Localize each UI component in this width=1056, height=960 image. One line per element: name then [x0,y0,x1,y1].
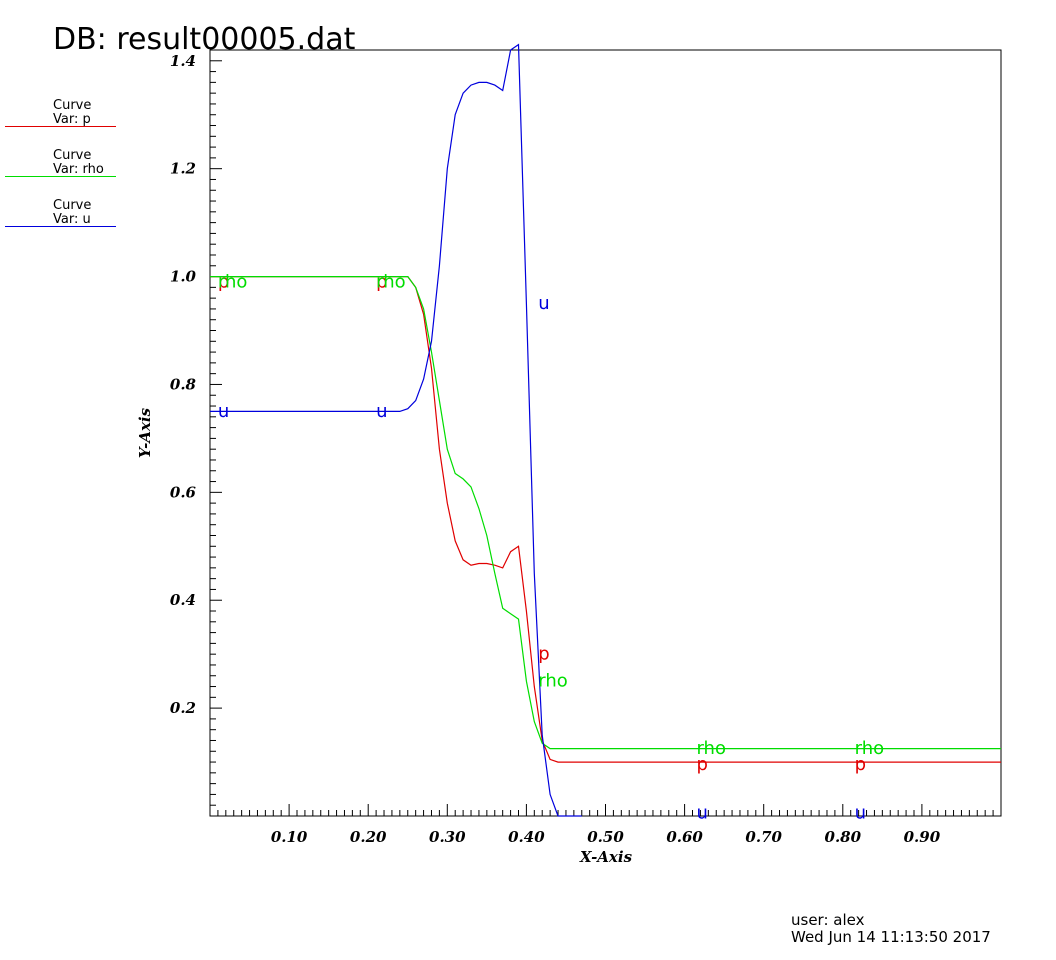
x-tick-label: 0.90 [904,828,941,846]
y-tick-label: 1.0 [170,268,197,286]
curve-label-rho: rho [218,271,248,292]
y-tick-label: 0.2 [170,699,196,717]
y-tick-label: 1.4 [170,52,196,70]
legend-entry-p: Curve Var: p [5,98,116,130]
curve-label-u: u [696,803,707,824]
curve-label-p: p [696,754,707,775]
curve-label-p: p [218,271,229,292]
series-line-p [210,276,1001,763]
footer-user: user: alex [791,911,865,929]
y-tick-label: 0.6 [170,483,197,501]
series-layer [210,43,1001,817]
y-axis-title: Y-Axis [136,407,154,458]
curve-label-u: u [855,803,866,824]
database-title: DB: result00005.dat [53,22,356,57]
legend-swatch-p [5,126,116,127]
curve-label-u: u [218,401,229,422]
legend-var-label: Var: p [53,112,91,127]
footer-date: Wed Jun 14 11:13:50 2017 [791,928,991,946]
legend-entry-u: Curve Var: u [5,198,116,230]
x-axis-title: X-Axis [579,848,633,866]
curve-label-u: u [376,401,387,422]
y-tick-label: 1.2 [170,160,196,178]
curve-label-rho: rho [538,671,568,692]
curve-label-rho: rho [855,738,885,759]
legend-swatch-u [5,226,116,227]
axis-ticks [210,60,994,816]
curve-label-rho: rho [696,738,726,759]
x-tick-label: 0.60 [666,828,703,846]
plot-frame [209,49,1002,817]
y-tick-label: 0.4 [170,591,196,609]
x-tick-label: 0.50 [587,828,624,846]
x-tick-label: 0.80 [825,828,862,846]
legend-swatch-rho [5,176,116,177]
series-line-rho [210,276,1001,750]
curve-label-p: p [538,644,549,665]
curve-label-p: p [376,271,387,292]
y-tick-label: 0.8 [170,375,197,393]
legend-curve-label: Curve [53,98,92,113]
x-tick-label: 0.20 [350,828,387,846]
curve-label-u: u [538,293,549,314]
tick-labels: 0.10 0.20 0.30 0.40 0.50 0.60 0.70 0.80 0.90 0.2 0… [170,52,941,846]
x-tick-label: 0.30 [429,828,466,846]
curve-label-p: p [855,754,866,775]
legend-entry-rho: Curve Var: rho [5,148,116,180]
footer-info: user: alex Wed Jun 14 11:13:50 2017 [791,912,991,946]
legend-var-label: Var: u [53,212,91,227]
x-tick-label: 0.10 [271,828,308,846]
legend-curve-label: Curve [53,148,92,163]
legend-curve-label: Curve [53,198,92,213]
x-tick-label: 0.70 [745,828,782,846]
series-line-u [210,43,582,817]
x-tick-label: 0.40 [508,828,545,846]
legend-var-label: Var: rho [53,162,104,177]
curve-label-rho: rho [376,271,406,292]
